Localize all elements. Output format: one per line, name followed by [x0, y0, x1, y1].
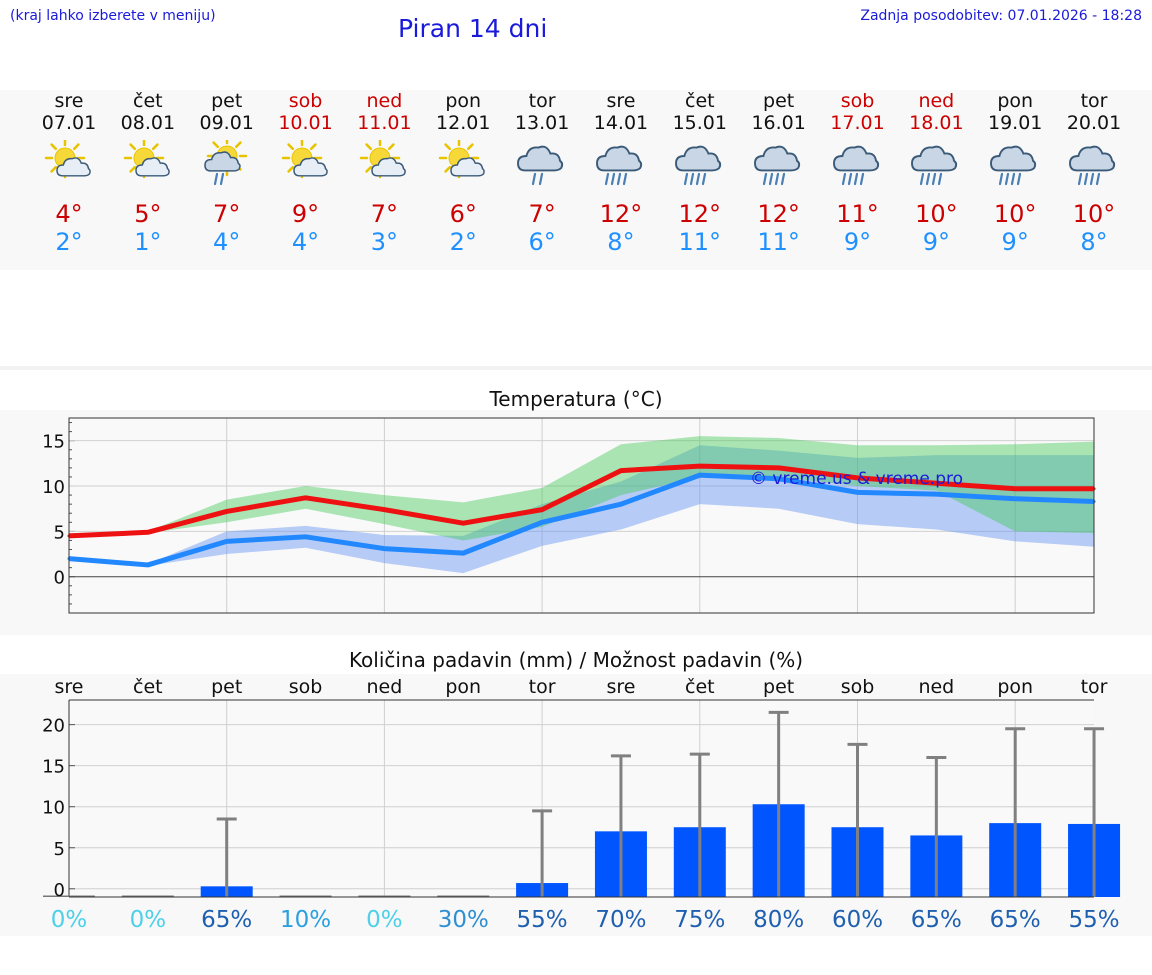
- min-temp: 3°: [370, 228, 399, 256]
- day-date: 14.01: [593, 112, 649, 134]
- min-temp: 8°: [607, 228, 635, 256]
- cloud-heavy-rain-icon: [1069, 145, 1116, 186]
- day-name: pet: [763, 90, 795, 112]
- day-date: 19.01: [987, 112, 1043, 134]
- day-column: ned 18.01 10° 9°: [896, 90, 976, 256]
- day-date: 15.01: [672, 112, 727, 134]
- divider: [0, 366, 1152, 370]
- sun-cloud-icon: [360, 140, 407, 179]
- temperature-panel: [0, 410, 1152, 635]
- max-temp: 10°: [915, 200, 958, 228]
- min-temp: 11°: [757, 228, 800, 256]
- cloud-heavy-rain-icon: [911, 145, 958, 186]
- forecast-strip: [0, 90, 1152, 270]
- temperature-chart-title: Temperatura (°C): [489, 387, 663, 411]
- max-temp: 10°: [993, 200, 1037, 228]
- day-date: 11.01: [357, 112, 412, 134]
- day-date: 17.01: [830, 112, 885, 134]
- day-name: ned: [366, 90, 403, 112]
- max-temp: 7°: [213, 200, 241, 228]
- day-column: tor 13.01 7° 6°: [502, 90, 582, 256]
- min-temp: 9°: [1001, 228, 1029, 256]
- day-column: pet 09.01 7° 4°: [187, 90, 267, 256]
- min-temp: 9°: [843, 228, 872, 256]
- day-name: čet: [133, 90, 163, 112]
- min-temp: 2°: [55, 228, 83, 256]
- cloud-heavy-rain-icon: [990, 145, 1037, 186]
- max-temp: 12°: [678, 200, 722, 228]
- precipitation-panel: [0, 674, 1152, 936]
- day-name: tor: [1080, 90, 1108, 112]
- day-name: tor: [528, 90, 556, 112]
- min-temp: 4°: [213, 228, 241, 256]
- day-name: sre: [54, 90, 84, 112]
- page-title: Piran 14 dni: [398, 14, 548, 43]
- max-temp: 5°: [134, 200, 162, 228]
- max-temp: 4°: [55, 200, 83, 228]
- cloud-heavy-rain-icon: [674, 145, 721, 186]
- max-temp: 9°: [291, 200, 320, 228]
- cloud-rain-icon: [517, 145, 564, 186]
- max-temp: 12°: [599, 200, 643, 228]
- day-name: sob: [288, 90, 323, 112]
- sun-cloud-icon: [439, 140, 486, 179]
- max-temp: 7°: [528, 200, 556, 228]
- day-column: pet 16.01 12° 11°: [739, 90, 819, 256]
- min-temp: 4°: [291, 228, 320, 256]
- day-column: sre 07.01 4° 2°: [29, 90, 109, 256]
- day-name: pon: [445, 90, 482, 112]
- max-temp: 12°: [757, 200, 800, 228]
- day-column: ned 11.01 7° 3°: [344, 90, 424, 256]
- day-date: 13.01: [514, 112, 570, 134]
- day-column: čet 15.01 12° 11°: [660, 90, 740, 256]
- day-name: čet: [685, 90, 715, 112]
- max-temp: 11°: [836, 200, 879, 228]
- day-column: tor 20.01 10° 8°: [1054, 90, 1134, 256]
- max-temp: 7°: [370, 200, 399, 228]
- day-column: pon 12.01 6° 2°: [423, 90, 503, 256]
- sun-cloud-icon: [123, 140, 170, 179]
- day-column: sob 17.01 11° 9°: [818, 90, 898, 256]
- min-temp: 2°: [449, 228, 477, 256]
- sun-cloud-icon: [44, 140, 91, 179]
- day-date: 09.01: [199, 112, 254, 134]
- day-column: pon 19.01 10° 9°: [975, 90, 1055, 256]
- location-hint[interactable]: (kraj lahko izberete v meniju): [10, 8, 216, 24]
- day-name: pet: [211, 90, 243, 112]
- day-column: čet 08.01 5° 1°: [108, 90, 188, 256]
- day-name: sob: [840, 90, 875, 112]
- day-date: 07.01: [41, 112, 97, 134]
- day-name: ned: [918, 90, 955, 112]
- day-name: pon: [997, 90, 1034, 112]
- day-date: 18.01: [909, 112, 964, 134]
- cloud-heavy-rain-icon: [832, 145, 879, 186]
- cloud-heavy-rain-icon: [595, 145, 643, 186]
- sun-cloud-rain-icon: [203, 140, 247, 186]
- min-temp: 1°: [134, 228, 162, 256]
- day-date: 20.01: [1066, 112, 1122, 134]
- precip-chart-title: Količina padavin (mm) / Možnost padavin …: [348, 648, 804, 672]
- day-date: 10.01: [278, 112, 333, 134]
- cloud-heavy-rain-icon: [753, 145, 800, 186]
- last-updated: Zadnja posodobitev: 07.01.2026 - 18:28: [860, 8, 1142, 24]
- min-temp: 9°: [922, 228, 950, 256]
- sun-cloud-icon: [281, 140, 328, 179]
- min-temp: 8°: [1080, 228, 1108, 256]
- min-temp: 11°: [678, 228, 722, 256]
- day-column: sob 10.01 9° 4°: [266, 90, 346, 256]
- day-date: 16.01: [751, 112, 806, 134]
- max-temp: 10°: [1072, 200, 1116, 228]
- max-temp: 6°: [449, 200, 477, 228]
- min-temp: 6°: [528, 228, 556, 256]
- day-date: 08.01: [120, 112, 176, 134]
- day-name: sre: [606, 90, 636, 112]
- day-date: 12.01: [436, 112, 491, 134]
- day-column: sre 14.01 12° 8°: [581, 90, 661, 256]
